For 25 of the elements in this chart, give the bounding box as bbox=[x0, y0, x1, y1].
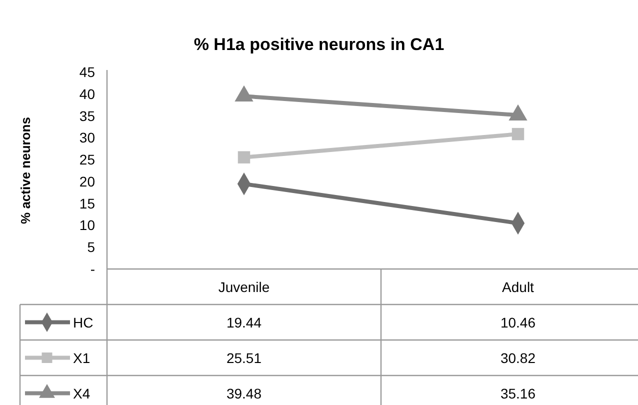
y-tick-label: 45 bbox=[79, 64, 96, 80]
y-tick-label: 25 bbox=[79, 152, 96, 168]
data-label: 39.48 bbox=[226, 385, 262, 402]
data-label: 10.46 bbox=[500, 314, 536, 330]
data-label: 35.16 bbox=[500, 385, 536, 402]
x-tick-label: Adult bbox=[502, 278, 534, 295]
y-tick-label: 40 bbox=[79, 86, 96, 102]
y-tick-label: 5 bbox=[87, 239, 96, 256]
data-label: 19.44 bbox=[226, 314, 262, 330]
y-tick-label: 35 bbox=[79, 108, 96, 124]
legend-label: X4 bbox=[73, 385, 90, 402]
legend-label: HC bbox=[73, 314, 94, 330]
chart-title: % H1a positive neurons in CA1 bbox=[194, 35, 444, 54]
x-tick-label: Juvenile bbox=[218, 278, 270, 295]
data-label: 30.82 bbox=[500, 350, 536, 366]
y-tick-label: 20 bbox=[79, 173, 96, 190]
data-label: 25.51 bbox=[226, 350, 262, 366]
y-tick-label: 30 bbox=[79, 130, 96, 146]
y-tick-label: - bbox=[90, 261, 96, 277]
y-tick-label: 10 bbox=[79, 217, 96, 234]
legend-label: X1 bbox=[73, 350, 90, 366]
y-tick-label: 15 bbox=[79, 195, 96, 212]
point bbox=[512, 128, 524, 140]
y-axis-title: % active neurons bbox=[18, 117, 33, 224]
point bbox=[238, 151, 250, 164]
